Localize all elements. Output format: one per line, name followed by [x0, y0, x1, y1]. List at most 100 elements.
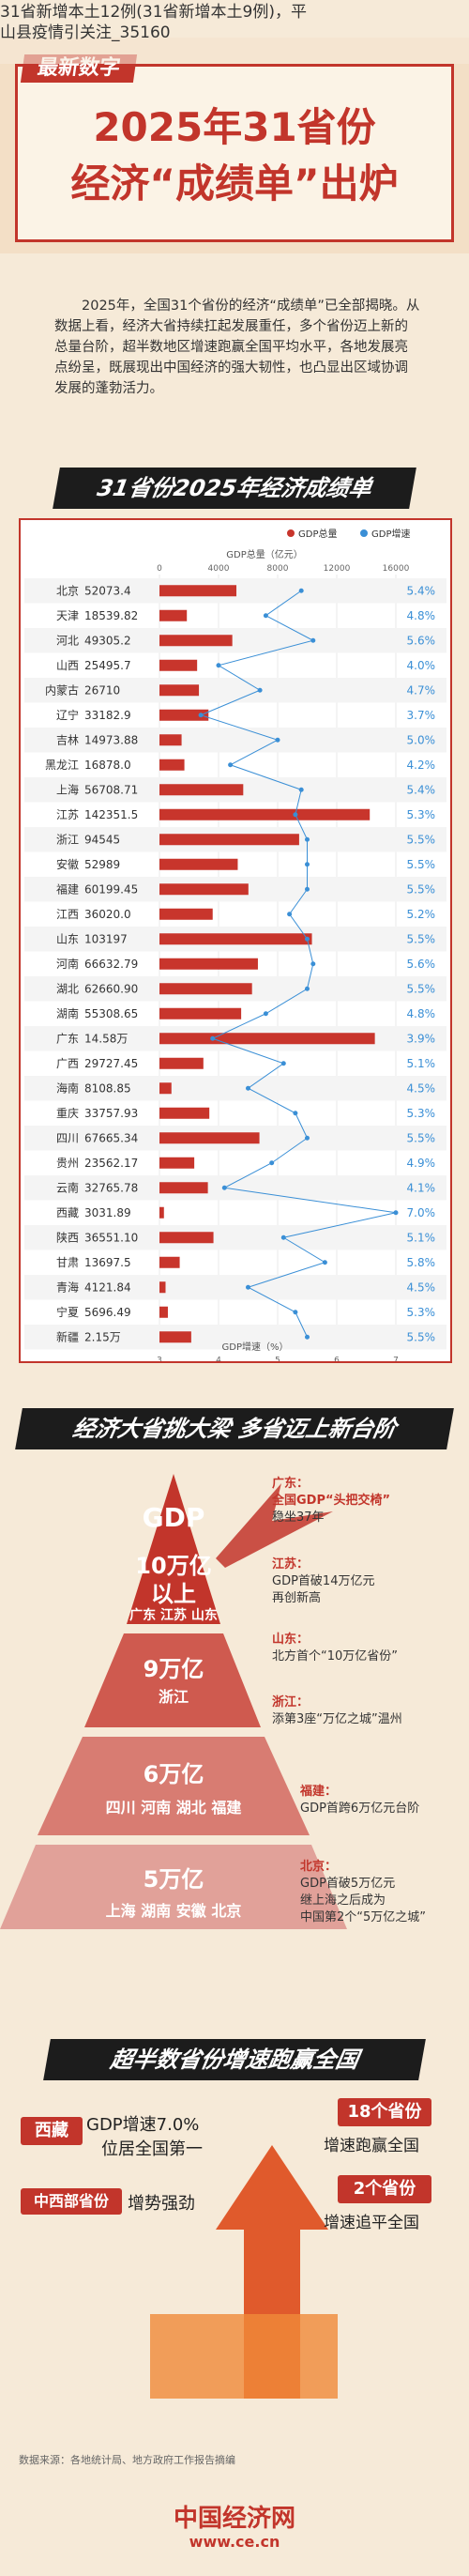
gdp-bar	[159, 883, 249, 896]
growth-point	[263, 613, 268, 619]
gdp-value-label: 14973.88	[84, 733, 138, 746]
province-name: 甘肃	[56, 1256, 79, 1269]
pyramid-top-label: GDP	[142, 1502, 205, 1533]
growth-point	[322, 1260, 327, 1265]
note-fujian-head: 福建：	[300, 1785, 338, 1799]
province-name: 上海	[56, 782, 79, 796]
gdp-value-label: 49305.2	[84, 634, 131, 647]
growth-point	[310, 961, 316, 967]
top-axis-label: GDP总量（亿元）	[226, 548, 302, 560]
note-beijing-head: 北京：	[300, 1860, 338, 1874]
gdp-value-label: 66632.79	[84, 958, 138, 971]
gdp-value-label: 33757.93	[84, 1107, 138, 1120]
growth-value-label: 5.1%	[407, 1231, 436, 1244]
gdp-value-label: 23562.17	[84, 1157, 138, 1170]
tier-3-title: 6万亿	[143, 1761, 204, 1787]
xizang-line-2: 位居全国第一	[101, 2139, 203, 2159]
gdp-bar	[159, 1256, 180, 1268]
header-line-1: 31省新增本土12例(31省新增本土9例)，平	[0, 3, 307, 22]
gdp-bar	[159, 1306, 168, 1318]
pyramid-tier-2	[84, 1633, 261, 1727]
gdp-bar	[159, 1007, 242, 1020]
growth-point	[287, 912, 293, 917]
province-name: 北京	[56, 584, 79, 597]
hero-title-line-1: 2025年31省份	[93, 104, 376, 150]
province-name: 山西	[56, 659, 79, 672]
row-stripe	[24, 628, 446, 653]
province-name: 宁夏	[56, 1305, 79, 1319]
gdp-bar	[159, 1132, 260, 1144]
gdp-bar	[159, 585, 237, 597]
growth-value-label: 5.0%	[407, 733, 436, 746]
bottom-tick-label: 6	[334, 1357, 340, 1362]
site-url[interactable]: www.ce.cn	[189, 2533, 280, 2551]
gdp-value-label: 5696.49	[84, 1306, 131, 1319]
row-stripe	[24, 1325, 446, 1350]
gdp-bar	[159, 1182, 208, 1194]
growth-point	[293, 1111, 298, 1116]
gdp-value-label: 60199.45	[84, 882, 138, 896]
note-zhejiang: 浙江： 添第3座“万亿之城”温州	[272, 1694, 402, 1728]
gdp-bar	[159, 1057, 204, 1069]
gdp-value-label: 26710	[84, 683, 120, 697]
top-tick-label: 4000	[208, 564, 230, 574]
growth-point	[310, 637, 316, 643]
growth-value-label: 4.5%	[407, 1280, 436, 1294]
hero-frame	[15, 64, 454, 242]
growth-point	[293, 1310, 298, 1315]
note-guangdong: 广东： 全国GDP“头把交椅” 稳坐37年	[272, 1476, 390, 1526]
gdp-bar	[159, 908, 213, 920]
province-name: 安徽	[56, 857, 79, 871]
growth-value-label: 5.3%	[407, 1107, 436, 1120]
growth-value-label: 5.5%	[407, 858, 436, 871]
gdp-bar	[159, 1232, 214, 1244]
growth-point	[280, 1234, 286, 1240]
pyramid-tier-4	[0, 1845, 347, 1929]
growth-value-label: 4.8%	[407, 609, 436, 622]
province-name: 吉林	[56, 733, 79, 746]
gdp-value-label: 103197	[84, 932, 128, 945]
gdp-bar	[159, 1281, 166, 1294]
province-name: 内蒙古	[45, 682, 79, 697]
legend-growth-marker	[360, 529, 368, 537]
province-name: 湖南	[56, 1006, 79, 1020]
growth-value-label: 5.3%	[407, 808, 436, 821]
province-name: 江苏	[56, 808, 79, 821]
growth-point	[269, 1160, 275, 1166]
bottom-tick-label: 4	[216, 1357, 221, 1362]
growth-point	[216, 663, 221, 668]
top-tick-label: 16000	[383, 564, 410, 574]
chart-card: GDP总量 GDP增速 GDP总量（亿元） 0 4000 8000 12000 1600…	[19, 518, 452, 1366]
chart-rows: 北京 52073.4 5.4% 天津 18539.82 4.8% 河北 49305.2 5.6%…	[24, 578, 446, 1350]
gdp-value-label: 142351.5	[84, 808, 138, 821]
note-zhejiang-line-1: 添第3座“万亿之城”温州	[272, 1712, 402, 1726]
province-name: 西藏	[56, 1206, 79, 1219]
gdp-value-label: 52073.4	[84, 584, 131, 597]
growth-value-label: 4.7%	[407, 683, 436, 697]
central-tag: 中西部省份	[21, 2188, 122, 2215]
note-guangdong-line-2: 稳坐37年	[272, 1510, 325, 1525]
growth-point	[210, 1035, 216, 1041]
note-fujian: 福建： GDP首跨6万亿元台阶	[300, 1784, 419, 1817]
gdp-chart: GDP总量 GDP增速 GDP总量（亿元） 0 4000 8000 12000 1600…	[24, 528, 446, 1366]
pyramid-tier-1	[127, 1474, 220, 1624]
note-fujian-line-1: GDP首跨6万亿元台阶	[300, 1802, 420, 1816]
gdp-value-label: 55308.65	[84, 1007, 138, 1020]
tier-2-title: 9万亿	[143, 1656, 204, 1682]
province-name: 陕西	[56, 1230, 79, 1244]
note-shandong-head: 山东：	[272, 1633, 310, 1647]
gdp-bar	[159, 684, 200, 697]
growth-value-label: 5.4%	[407, 584, 436, 597]
growth-value-label: 5.4%	[407, 783, 436, 796]
top-tick-label: 0	[157, 564, 162, 574]
gdp-bar	[159, 858, 238, 870]
growth-point	[293, 812, 298, 818]
province-name: 海南	[56, 1081, 79, 1095]
gdp-bar	[159, 834, 299, 846]
province-name: 湖北	[56, 981, 79, 995]
gdp-bar	[159, 1082, 172, 1095]
note-beijing: 北京： GDP首破5万亿元 继上海之后成为 中国第2个“5万亿之城”	[300, 1859, 426, 1926]
province-name: 辽宁	[56, 708, 79, 722]
tier-1-provinces: 广东 江苏 山东	[129, 1608, 218, 1623]
bottom-axis-label: GDP增速（%）	[222, 1341, 289, 1353]
